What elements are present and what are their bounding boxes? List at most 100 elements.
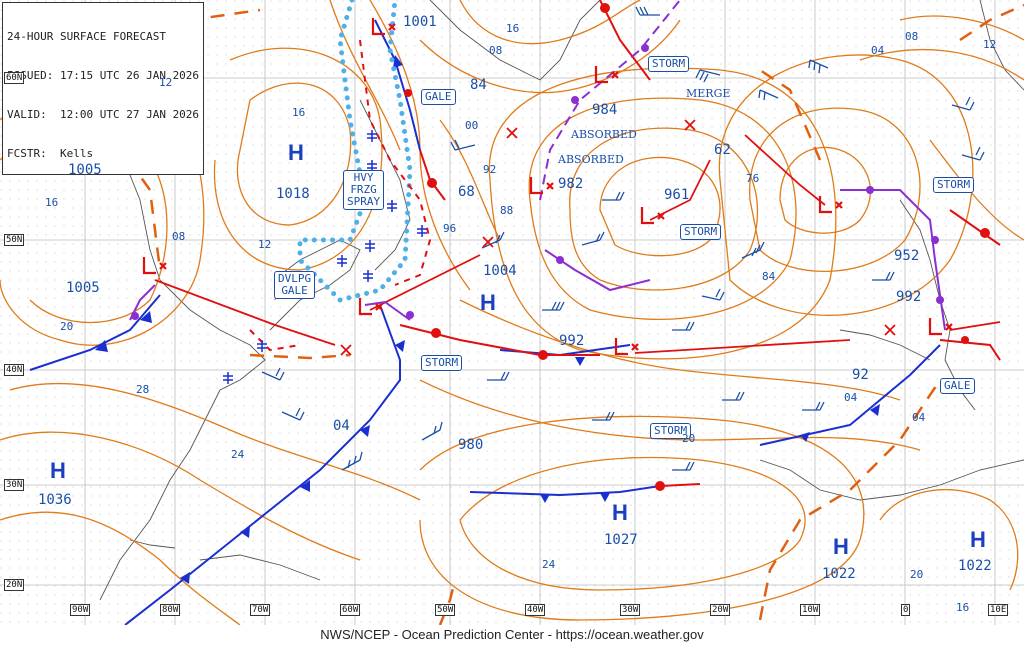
isobar-label: 980	[458, 437, 484, 453]
low-pressure: 1005	[66, 280, 100, 296]
isobar-label: 16	[45, 196, 59, 209]
gale-line: GALE	[281, 284, 308, 297]
frzg-line: FRZG	[350, 183, 377, 196]
high-symbol: H	[970, 527, 986, 552]
isobar-label: 96	[443, 222, 457, 235]
low-pressure: 62	[714, 142, 731, 158]
lon-label-30w: 30W	[620, 604, 641, 616]
lat-label-30n: 30N	[4, 479, 25, 491]
low-pressure: 992	[896, 289, 922, 305]
isobar-label: 28	[136, 383, 150, 396]
merge-label: MERGE	[686, 87, 731, 100]
storm-warning: STORM	[650, 423, 692, 439]
lon-label-90w: 90W	[70, 604, 91, 616]
cold-front-barbs	[95, 55, 880, 584]
isobar-label: 20	[910, 568, 924, 581]
storm-warning: STORM	[933, 177, 975, 193]
high-pressure: 1036	[38, 492, 72, 508]
lon-label-10e: 10E	[988, 604, 1009, 616]
isobar-label: 04	[333, 418, 350, 434]
isobar-label: 12	[983, 38, 997, 51]
low-pressure: 1001	[403, 14, 437, 30]
low-pressure: 961	[664, 187, 690, 203]
isobar-label: 00	[465, 119, 479, 132]
low-pressure: 992	[559, 333, 585, 349]
lat-label-20n: 20N	[4, 579, 25, 591]
isobar-label: 04	[844, 391, 858, 404]
isobar-label: 88	[500, 204, 514, 217]
heavy-freezing-spray-warning: HVY FRZG SPRAY	[343, 170, 385, 210]
isobar-label: 92	[852, 367, 869, 383]
footer-credit: NWS/NCEP - Ocean Prediction Center - htt…	[0, 625, 1024, 652]
gale-warning: GALE	[940, 378, 975, 394]
spray-outline	[297, 0, 413, 303]
x-marks	[340, 119, 896, 356]
low-pressure: 952	[894, 248, 920, 264]
high-symbol: H	[50, 458, 66, 483]
ice-line	[249, 39, 432, 352]
isobar-label: 04	[871, 44, 885, 57]
low-pressure: 984	[592, 102, 618, 118]
header-title: 24-HOUR SURFACE FORECAST	[7, 30, 166, 43]
isobar-label: 84	[762, 270, 776, 283]
warm-front-bumps	[404, 3, 990, 491]
high-pressure: 1018	[276, 186, 310, 202]
spray-symbols	[223, 130, 427, 384]
high-symbol: H	[833, 534, 849, 559]
lat-label-40n: 40N	[4, 364, 25, 376]
storm-warning: STORM	[421, 355, 463, 371]
high-pressure: 1022	[958, 558, 992, 574]
isobar-label: 16	[956, 601, 970, 614]
absorbed-label: ABSORBED	[558, 153, 624, 166]
isobar-label: 16	[292, 106, 306, 119]
lat-label-50n: 50N	[4, 234, 25, 246]
low-pressure: 84	[470, 77, 487, 93]
lat-label-60n: 60N	[4, 72, 25, 84]
header-valid: VALID: 12:00 UTC 27 JAN 2026	[7, 108, 200, 121]
map-header: 24-HOUR SURFACE FORECAST ISSUED: 17:15 U…	[2, 2, 205, 175]
low-pressure: 982	[558, 176, 584, 192]
dvlpg-line: DVLPG	[278, 272, 312, 285]
isobar-label: 20	[682, 432, 696, 445]
header-forecaster: FCSTR: Kells	[7, 147, 94, 160]
high-symbol: H	[480, 290, 496, 315]
lon-label-40w: 40W	[525, 604, 546, 616]
high-pressure: 1022	[822, 566, 856, 582]
lon-label-10w: 10W	[800, 604, 821, 616]
storm-warning: STORM	[680, 224, 722, 240]
weather-map: 24-HOUR SURFACE FORECAST ISSUED: 17:15 U…	[0, 0, 1024, 626]
absorbed-label: ABSORBED	[571, 128, 637, 141]
hvy-line: HVY	[353, 171, 374, 184]
warm-fronts	[399, 0, 1001, 487]
high-symbol: H	[612, 500, 628, 525]
isobar-label: 16	[506, 22, 520, 35]
isobar-label: 08	[489, 44, 503, 57]
lat-lon-grid	[0, 0, 1024, 625]
lon-label-70w: 70W	[250, 604, 271, 616]
isobar-label: 92	[483, 163, 497, 176]
storm-warning: STORM	[648, 56, 690, 72]
high-symbol: H	[288, 140, 304, 165]
isobar-label: 08	[172, 230, 186, 243]
isobar-label: 12	[258, 238, 272, 251]
isobar-label: 12	[159, 76, 173, 89]
high-pressure: 1027	[604, 532, 638, 548]
wind-barbs	[261, 6, 985, 471]
isobar-label: 24	[542, 558, 556, 571]
developing-gale-warning: DVLPG GALE	[274, 271, 316, 299]
lon-label-60w: 60W	[340, 604, 361, 616]
lon-label-50w: 50W	[435, 604, 456, 616]
low-pressure: 1004	[483, 263, 517, 279]
isobar-label: 20	[60, 320, 74, 333]
lon-label-0: 0	[901, 604, 911, 616]
isobar-label: 76	[746, 172, 760, 185]
isobar-label: 04	[912, 411, 926, 424]
isobar-label: 24	[231, 448, 245, 461]
lon-label-80w: 80W	[160, 604, 181, 616]
low-pressure: 1005	[68, 162, 102, 178]
low-pressure: 68	[458, 184, 475, 200]
lon-label-20w: 20W	[710, 604, 731, 616]
isobar-label: 08	[905, 30, 919, 43]
spray-line: SPRAY	[347, 195, 381, 208]
occluded-symbols	[131, 44, 944, 320]
